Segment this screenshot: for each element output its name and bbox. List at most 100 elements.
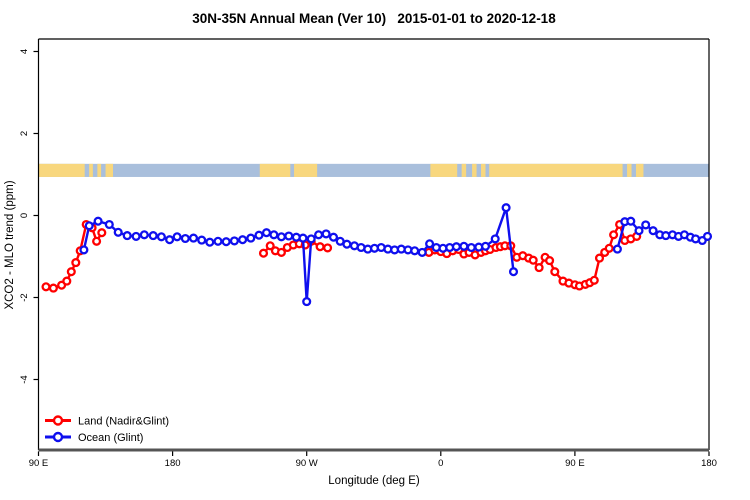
map-land-segment bbox=[635, 163, 644, 177]
y-tick-label: -4 bbox=[19, 375, 30, 383]
map-land-segment bbox=[430, 163, 458, 177]
data-point bbox=[589, 275, 599, 285]
data-point bbox=[165, 235, 175, 245]
data-point bbox=[550, 267, 560, 277]
x-axis-label: Longitude (deg E) bbox=[328, 475, 420, 487]
data-point bbox=[104, 219, 114, 230]
data-point bbox=[71, 258, 81, 268]
map-land-segment bbox=[489, 163, 623, 177]
data-point bbox=[328, 232, 339, 242]
y-tick-label: -2 bbox=[19, 293, 30, 301]
data-point bbox=[594, 253, 605, 263]
data-point bbox=[180, 233, 190, 244]
data-point bbox=[197, 235, 207, 245]
data-point bbox=[188, 233, 199, 243]
data-point bbox=[298, 233, 308, 243]
data-point bbox=[648, 226, 658, 236]
data-point bbox=[459, 241, 469, 251]
data-point bbox=[79, 245, 89, 255]
axes: 90 E 180 90 W 0 90 E 180 4 2 0 -2 -4 bbox=[19, 49, 717, 469]
map-land-segment bbox=[259, 163, 291, 177]
data-point bbox=[501, 203, 511, 213]
series-line bbox=[45, 223, 103, 290]
map-land-segment bbox=[294, 163, 318, 177]
data-series-layer bbox=[41, 203, 713, 307]
data-point bbox=[41, 282, 51, 292]
data-point bbox=[229, 236, 239, 246]
legend: Land (Nadir&Glint) Ocean (Glint) bbox=[45, 415, 169, 444]
plot-border bbox=[37, 38, 710, 452]
data-point bbox=[276, 247, 286, 257]
map-land-segment bbox=[627, 163, 632, 177]
data-point bbox=[261, 228, 272, 238]
legend-item-land: Land (Nadir&Glint) bbox=[45, 415, 169, 428]
series-land bbox=[41, 219, 642, 293]
data-point bbox=[97, 228, 107, 238]
x-tick-label: 90 E bbox=[565, 458, 585, 469]
data-point bbox=[258, 248, 269, 258]
legend-ocean-marker-icon bbox=[52, 431, 64, 443]
data-point bbox=[302, 297, 312, 307]
x-tick-label: 90 W bbox=[296, 458, 318, 469]
data-point bbox=[122, 231, 132, 241]
data-point bbox=[246, 233, 256, 243]
data-point bbox=[315, 242, 325, 252]
series-ocean bbox=[79, 203, 713, 307]
data-point bbox=[612, 244, 622, 254]
data-point bbox=[66, 267, 76, 277]
data-point bbox=[545, 256, 555, 266]
data-point bbox=[84, 221, 94, 231]
data-point bbox=[425, 239, 435, 249]
data-point bbox=[172, 232, 182, 242]
data-point bbox=[641, 220, 651, 230]
data-point bbox=[634, 226, 644, 236]
data-point bbox=[410, 246, 420, 256]
map-land-segment bbox=[481, 163, 486, 177]
map-land-segment bbox=[38, 163, 85, 177]
data-point bbox=[314, 230, 324, 240]
legend-ocean-label: Ocean (Glint) bbox=[78, 432, 143, 444]
data-point bbox=[156, 232, 166, 242]
y-tick-label: 2 bbox=[19, 131, 30, 136]
legend-item-ocean: Ocean (Glint) bbox=[45, 431, 143, 444]
data-point bbox=[92, 236, 102, 246]
data-point bbox=[139, 230, 149, 240]
x-tick-label: 90 E bbox=[29, 458, 49, 469]
data-point bbox=[265, 241, 275, 251]
data-point bbox=[528, 255, 538, 265]
legend-land-marker-icon bbox=[52, 415, 64, 426]
data-point bbox=[254, 230, 264, 240]
data-point bbox=[321, 229, 331, 239]
data-point bbox=[342, 239, 352, 249]
data-point bbox=[417, 247, 427, 257]
data-point bbox=[306, 234, 316, 244]
data-point bbox=[131, 231, 141, 241]
data-point bbox=[490, 234, 500, 244]
land-ocean-map-strip bbox=[38, 163, 709, 177]
data-point bbox=[113, 227, 123, 237]
data-point bbox=[48, 283, 58, 293]
data-point bbox=[626, 216, 636, 226]
map-land-segment bbox=[461, 163, 467, 177]
data-point bbox=[534, 263, 544, 273]
data-point bbox=[221, 237, 231, 247]
data-point bbox=[284, 231, 294, 241]
data-point bbox=[238, 235, 248, 245]
x-tick-label: 180 bbox=[701, 458, 717, 469]
map-land-segment bbox=[472, 163, 477, 177]
data-point bbox=[213, 236, 223, 246]
map-land-segment bbox=[105, 163, 113, 177]
data-point bbox=[604, 243, 614, 253]
data-point bbox=[269, 230, 279, 240]
data-point bbox=[508, 267, 519, 277]
data-point bbox=[148, 231, 158, 241]
map-land-segment bbox=[89, 163, 93, 177]
data-point bbox=[323, 243, 333, 253]
data-point bbox=[62, 276, 72, 286]
data-point bbox=[205, 237, 215, 247]
y-axis-label: XCO2 - MLO trend (ppm) bbox=[4, 180, 16, 309]
y-tick-label: 4 bbox=[19, 49, 30, 54]
chart-title: 30N-35N Annual Mean (Ver 10) 2015-01-01 … bbox=[192, 11, 556, 26]
